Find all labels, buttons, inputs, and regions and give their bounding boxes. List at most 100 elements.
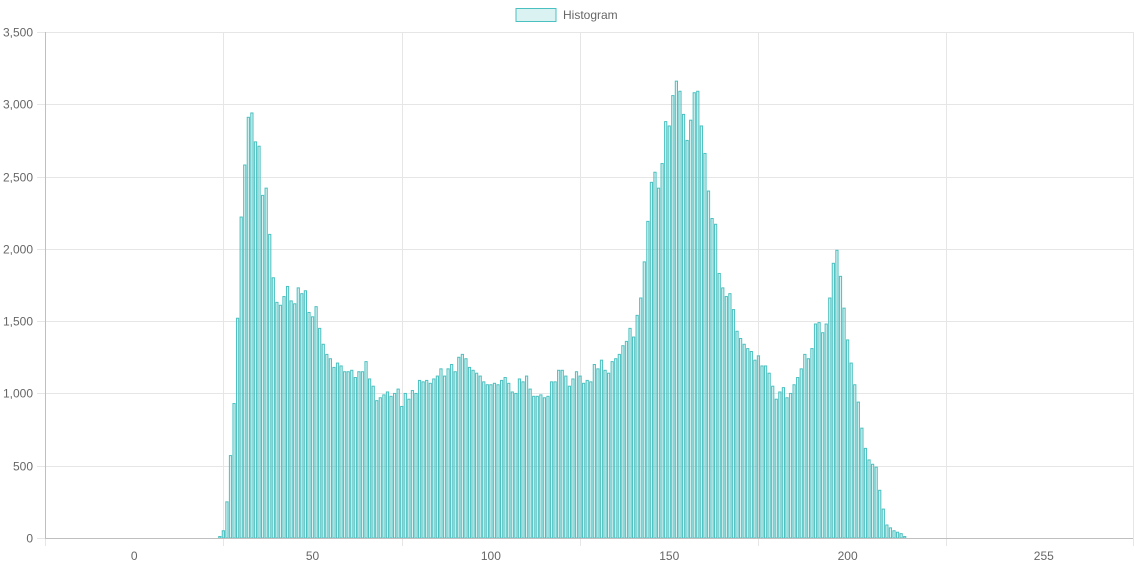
histogram-bar[interactable] [514, 392, 518, 539]
histogram-bar[interactable] [368, 378, 372, 539]
histogram-bar[interactable] [243, 164, 247, 539]
histogram-bar[interactable] [314, 306, 318, 539]
histogram-bar[interactable] [339, 365, 343, 539]
histogram-bar[interactable] [835, 249, 839, 539]
histogram-bar[interactable] [353, 377, 357, 539]
histogram-bar[interactable] [539, 394, 543, 539]
histogram-bar[interactable] [774, 398, 778, 539]
histogram-bar[interactable] [599, 359, 604, 539]
histogram-bar[interactable] [878, 489, 882, 539]
histogram-bar[interactable] [806, 358, 810, 539]
histogram-bar[interactable] [671, 95, 675, 539]
histogram-bar[interactable] [610, 361, 614, 539]
histogram-bar[interactable] [746, 348, 750, 539]
histogram-bar[interactable] [553, 381, 557, 539]
histogram-bar[interactable] [396, 388, 400, 539]
histogram-bar[interactable] [364, 361, 368, 539]
histogram-bar[interactable] [435, 375, 440, 539]
histogram-bar[interactable] [446, 368, 450, 539]
histogram-bar[interactable] [792, 384, 796, 539]
histogram-bar[interactable] [828, 297, 832, 539]
histogram-bar[interactable] [485, 384, 489, 539]
histogram-bar[interactable] [689, 119, 693, 539]
histogram-bar[interactable] [432, 378, 436, 539]
histogram-bar[interactable] [382, 394, 386, 539]
histogram-bar[interactable] [603, 369, 607, 539]
legend-label[interactable]: Histogram [563, 8, 618, 22]
histogram-bar[interactable] [410, 390, 415, 539]
histogram-bar[interactable] [296, 287, 300, 539]
histogram-bar[interactable] [678, 90, 682, 539]
histogram-bar[interactable] [557, 369, 561, 539]
histogram-bar[interactable] [564, 375, 568, 539]
histogram-bar[interactable] [414, 392, 418, 539]
histogram-bar[interactable] [617, 353, 621, 539]
histogram-bar[interactable] [903, 536, 907, 539]
histogram-bar[interactable] [236, 317, 240, 539]
histogram-bar[interactable] [653, 171, 657, 539]
histogram-bar[interactable] [257, 145, 261, 539]
histogram-bar[interactable] [885, 524, 889, 539]
histogram-bar[interactable] [321, 343, 325, 539]
histogram-bar[interactable] [874, 466, 878, 539]
histogram-bar[interactable] [482, 381, 486, 539]
histogram-bar[interactable] [846, 339, 850, 539]
histogram-bar[interactable] [335, 362, 340, 539]
histogram-bar[interactable] [221, 530, 225, 539]
histogram-bar[interactable] [439, 368, 443, 539]
histogram-bar[interactable] [278, 304, 283, 539]
histogram-bar[interactable] [350, 369, 354, 539]
histogram-bar[interactable] [417, 379, 422, 539]
histogram-bar[interactable] [685, 139, 689, 539]
histogram-bar[interactable] [731, 309, 736, 539]
histogram-bar[interactable] [646, 220, 650, 539]
histogram-bar[interactable] [239, 216, 243, 539]
histogram-bar[interactable] [375, 400, 379, 539]
histogram-bar[interactable] [471, 369, 475, 539]
histogram-bar[interactable] [232, 403, 236, 539]
histogram-bar[interactable] [614, 358, 618, 539]
histogram-bar[interactable] [660, 163, 664, 539]
histogram-bar[interactable] [589, 381, 593, 539]
histogram-bar[interactable] [503, 377, 507, 539]
histogram-bar[interactable] [639, 297, 643, 539]
histogram-bar[interactable] [343, 371, 347, 539]
histogram-bar[interactable] [753, 359, 757, 539]
histogram-bar[interactable] [624, 340, 629, 539]
histogram-bar[interactable] [532, 395, 536, 539]
histogram-bar[interactable] [218, 536, 222, 539]
histogram-bar[interactable] [225, 501, 229, 539]
histogram-bar[interactable] [895, 531, 900, 539]
histogram-bar[interactable] [767, 372, 771, 539]
histogram-bar[interactable] [621, 345, 625, 539]
histogram-bar[interactable] [892, 530, 896, 539]
histogram-bar[interactable] [849, 362, 853, 539]
histogram-bar[interactable] [285, 285, 290, 539]
histogram-bar[interactable] [264, 187, 268, 539]
histogram-bar[interactable] [546, 395, 550, 539]
histogram-bar[interactable] [357, 371, 361, 539]
histogram-bar[interactable] [838, 275, 843, 539]
histogram-bar[interactable] [310, 316, 315, 539]
histogram-bar[interactable] [293, 303, 297, 539]
histogram-bar[interactable] [788, 392, 793, 539]
histogram-bar[interactable] [856, 401, 860, 539]
histogram-bar[interactable] [710, 218, 714, 539]
histogram-bar[interactable] [749, 351, 753, 539]
histogram-bar[interactable] [756, 355, 761, 539]
histogram-bar[interactable] [703, 152, 707, 539]
histogram-bar[interactable] [899, 533, 903, 539]
histogram-bar[interactable] [760, 365, 764, 539]
histogram-bar[interactable] [667, 125, 671, 539]
histogram-bar[interactable] [785, 397, 789, 539]
histogram-bar[interactable] [500, 379, 504, 539]
histogram-bar[interactable] [260, 194, 265, 539]
histogram-bar[interactable] [656, 187, 661, 539]
histogram-bar[interactable] [300, 293, 304, 539]
histogram-bar[interactable] [289, 300, 293, 539]
histogram-bar[interactable] [360, 371, 365, 539]
histogram-bar[interactable] [250, 112, 254, 539]
histogram-bar[interactable] [803, 353, 807, 539]
histogram-bar[interactable] [457, 356, 461, 539]
histogram-bar[interactable] [881, 508, 885, 539]
